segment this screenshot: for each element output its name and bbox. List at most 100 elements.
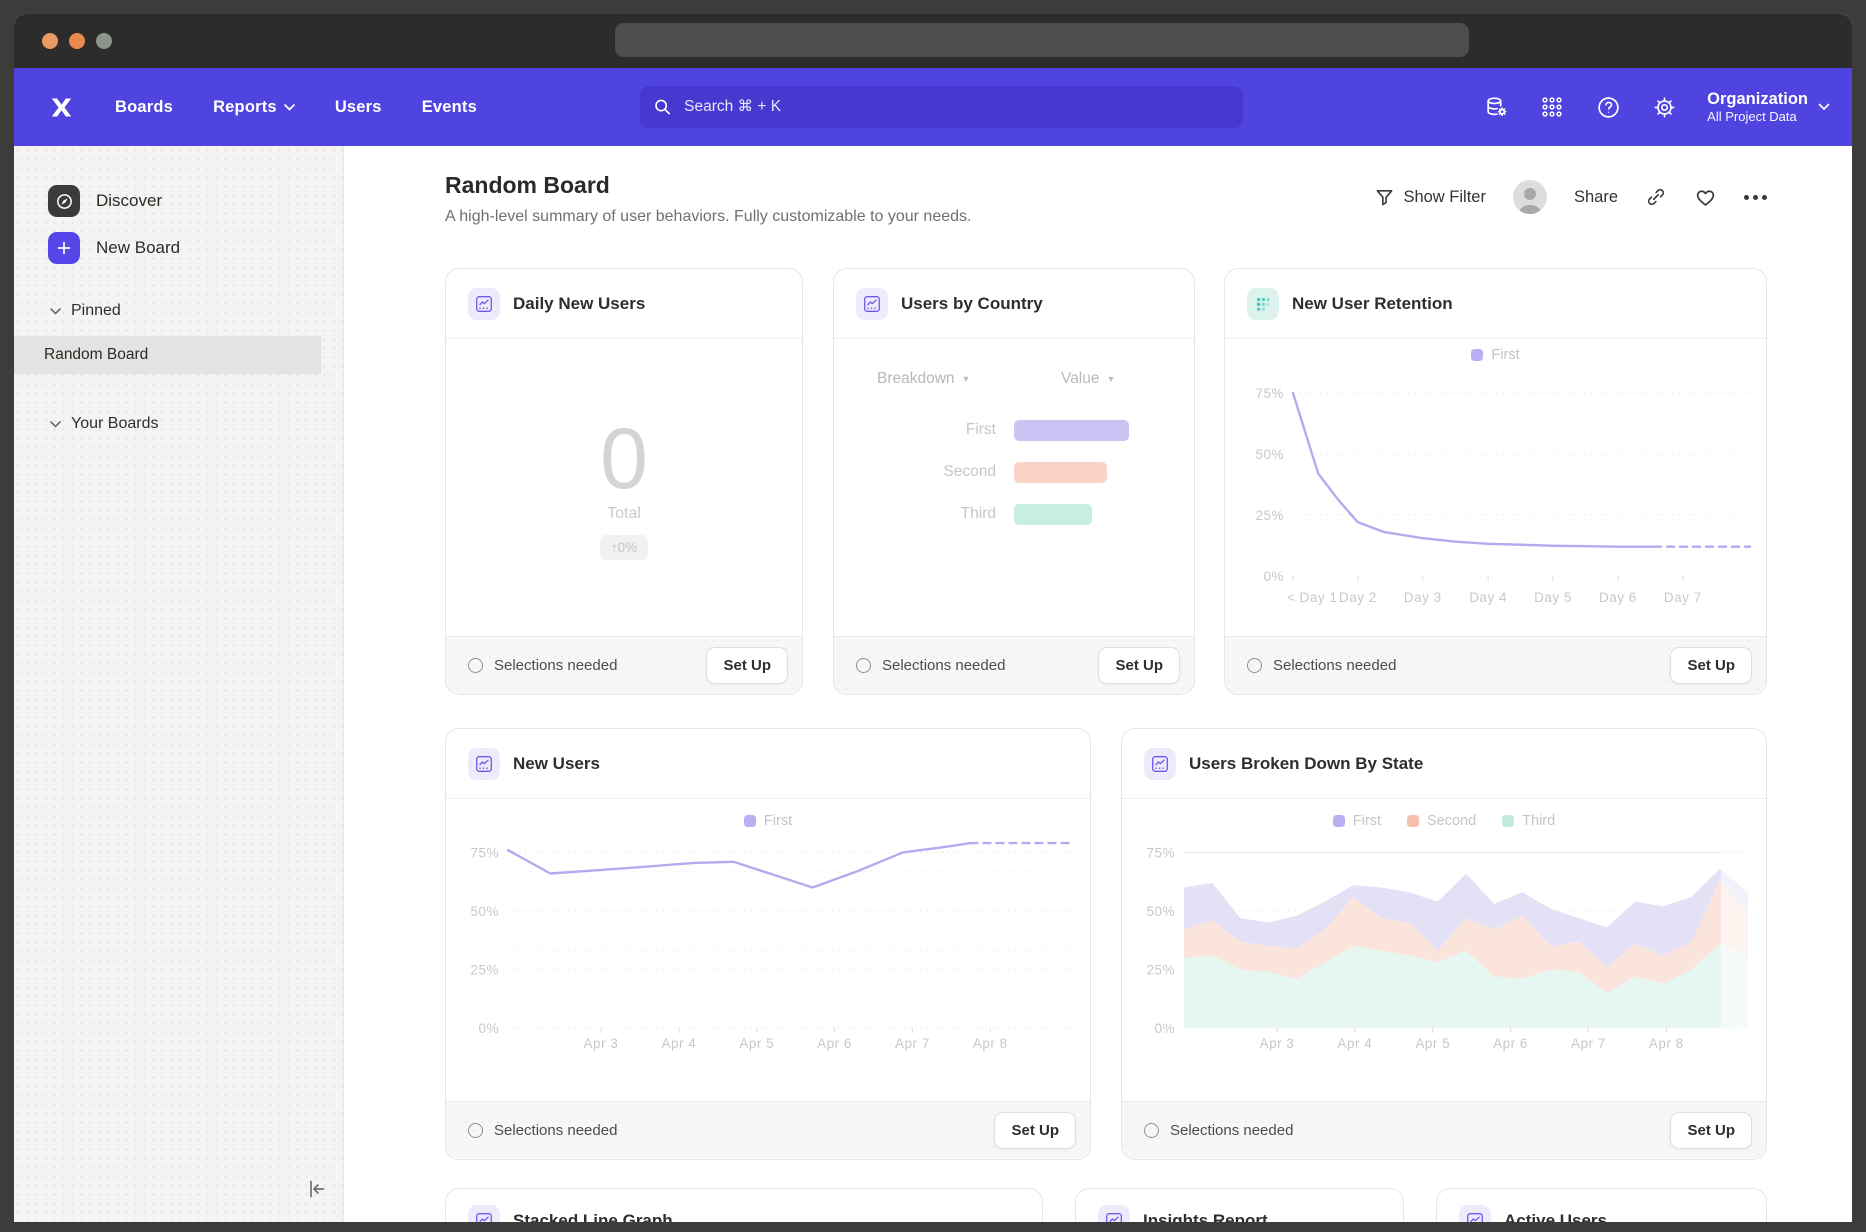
footer-status: Selections needed <box>1247 657 1670 674</box>
copy-link-button[interactable] <box>1645 186 1667 208</box>
window-minimize-button[interactable] <box>69 33 85 49</box>
avatar[interactable] <box>1513 180 1547 214</box>
value-dropdown[interactable]: Value ▼ <box>1061 370 1115 388</box>
svg-text:50%: 50% <box>1146 904 1175 919</box>
set-up-button[interactable]: Set Up <box>1670 1112 1752 1149</box>
mixpanel-logo-icon[interactable] <box>48 94 75 121</box>
card-header: New User Retention <box>1225 269 1766 339</box>
svg-text:25%: 25% <box>1255 508 1284 523</box>
global-search[interactable] <box>640 86 1243 128</box>
svg-text:Apr 5: Apr 5 <box>1415 1036 1450 1051</box>
line-chart-icon <box>468 288 500 320</box>
nav-item-users-label: Users <box>335 98 382 117</box>
search-input[interactable] <box>682 97 1229 117</box>
sidebar: Discover New Board Pinned Random Board Y… <box>14 146 344 1222</box>
card-header: Users Broken Down By State <box>1122 729 1766 799</box>
favorite-button[interactable] <box>1694 186 1717 209</box>
set-up-button[interactable]: Set Up <box>1098 647 1180 684</box>
heart-icon <box>1694 186 1717 209</box>
bar-row-label: Third <box>894 505 996 523</box>
svg-text:0%: 0% <box>1154 1021 1175 1036</box>
page-subtitle: A high-level summary of user behaviors. … <box>445 208 971 226</box>
card-header: Daily New Users <box>446 269 802 339</box>
svg-text:Apr 3: Apr 3 <box>584 1036 619 1051</box>
nav-item-boards[interactable]: Boards <box>115 98 173 117</box>
breakdown-label: Breakdown <box>877 370 955 388</box>
your-boards-label: Your Boards <box>71 415 158 433</box>
status-label: Selections needed <box>494 657 617 674</box>
plus-icon <box>48 232 80 264</box>
nav-left: Boards Reports Users Events <box>14 94 477 121</box>
status-circle-icon <box>1144 1123 1159 1138</box>
set-up-button[interactable]: Set Up <box>706 647 788 684</box>
nav-item-users[interactable]: Users <box>335 98 382 117</box>
svg-text:50%: 50% <box>470 904 499 919</box>
svg-text:25%: 25% <box>470 962 499 977</box>
chevron-down-icon <box>50 308 61 315</box>
apps-grid-icon[interactable] <box>1539 94 1565 120</box>
nav-item-boards-label: Boards <box>115 98 173 117</box>
org-switcher[interactable]: Organization All Project Data <box>1707 89 1830 125</box>
svg-text:Apr 6: Apr 6 <box>1493 1036 1528 1051</box>
data-management-icon[interactable] <box>1483 94 1509 120</box>
collapse-left-icon <box>305 1177 329 1201</box>
bar-second <box>1014 462 1107 483</box>
card-insights-report: Insights Report <box>1075 1188 1404 1222</box>
svg-text:Apr 4: Apr 4 <box>1338 1036 1373 1051</box>
traffic-lights <box>42 33 112 49</box>
svg-text:75%: 75% <box>1146 845 1175 860</box>
window-close-button[interactable] <box>42 33 58 49</box>
status-label: Selections needed <box>882 657 1005 674</box>
sidebar-section-pinned[interactable]: Pinned <box>50 302 121 320</box>
card-title: Users Broken Down By State <box>1189 754 1423 774</box>
card-title: Stacked Line Graph <box>513 1211 673 1222</box>
card-daily-new-users: Daily New Users 0 Total ↑0% Selections n… <box>445 268 803 695</box>
set-up-button[interactable]: Set Up <box>994 1112 1076 1149</box>
sidebar-collapse-button[interactable] <box>305 1177 329 1206</box>
svg-text:Apr 4: Apr 4 <box>662 1036 697 1051</box>
org-name: Organization <box>1707 89 1808 109</box>
sidebar-item-discover[interactable]: Discover <box>48 185 162 217</box>
share-button[interactable]: Share <box>1574 188 1618 207</box>
breakdown-dropdown[interactable]: Breakdown▼ <box>877 370 970 388</box>
legend-label: First <box>1491 347 1519 363</box>
top-nav: Boards Reports Users Events <box>14 68 1852 146</box>
chart-legend: First <box>1225 347 1766 363</box>
window-zoom-button[interactable] <box>96 33 112 49</box>
card-header: Active Users <box>1437 1189 1766 1222</box>
bar-third <box>1014 504 1092 525</box>
legend-swatch-first <box>1471 349 1483 361</box>
set-up-button[interactable]: Set Up <box>1670 647 1752 684</box>
browser-address-bar[interactable] <box>615 23 1469 57</box>
card-users-by-country: Users by Country Breakdown▼ Value▼ First… <box>833 268 1195 695</box>
sidebar-item-new-board[interactable]: New Board <box>48 232 180 264</box>
show-filter-button[interactable]: Show Filter <box>1375 188 1486 207</box>
svg-text:Apr 8: Apr 8 <box>973 1036 1008 1051</box>
compass-icon <box>48 185 80 217</box>
nav-right: Organization All Project Data <box>1483 68 1830 146</box>
card-header: Users by Country <box>834 269 1194 339</box>
card-title: Users by Country <box>901 294 1043 314</box>
legend-item: First <box>1471 347 1519 363</box>
chevron-down-icon: ▼ <box>1107 374 1116 384</box>
status-circle-icon <box>1247 658 1262 673</box>
line-chart-icon <box>1144 748 1176 780</box>
sidebar-section-your-boards[interactable]: Your Boards <box>50 415 158 433</box>
status-label: Selections needed <box>1170 1122 1293 1139</box>
card-header: New Users <box>446 729 1090 799</box>
help-icon[interactable] <box>1595 94 1621 120</box>
discover-label: Discover <box>96 191 162 211</box>
value-label: Value <box>1061 370 1100 388</box>
svg-text:Day 2: Day 2 <box>1339 590 1377 605</box>
nav-item-events[interactable]: Events <box>422 98 477 117</box>
stacked-area-chart: 0%25%50%75%Apr 3Apr 4Apr 5Apr 6Apr 7Apr … <box>1132 814 1758 1054</box>
more-options-button[interactable] <box>1744 195 1767 200</box>
nav-item-reports[interactable]: Reports <box>213 98 295 117</box>
svg-text:Apr 5: Apr 5 <box>739 1036 774 1051</box>
status-label: Selections needed <box>494 1122 617 1139</box>
board-main: Random Board A high-level summary of use… <box>344 146 1852 1222</box>
settings-gear-icon[interactable] <box>1651 94 1677 120</box>
footer-status: Selections needed <box>468 657 706 674</box>
svg-text:0%: 0% <box>1263 569 1284 584</box>
sidebar-item-random-board[interactable]: Random Board <box>14 336 321 374</box>
